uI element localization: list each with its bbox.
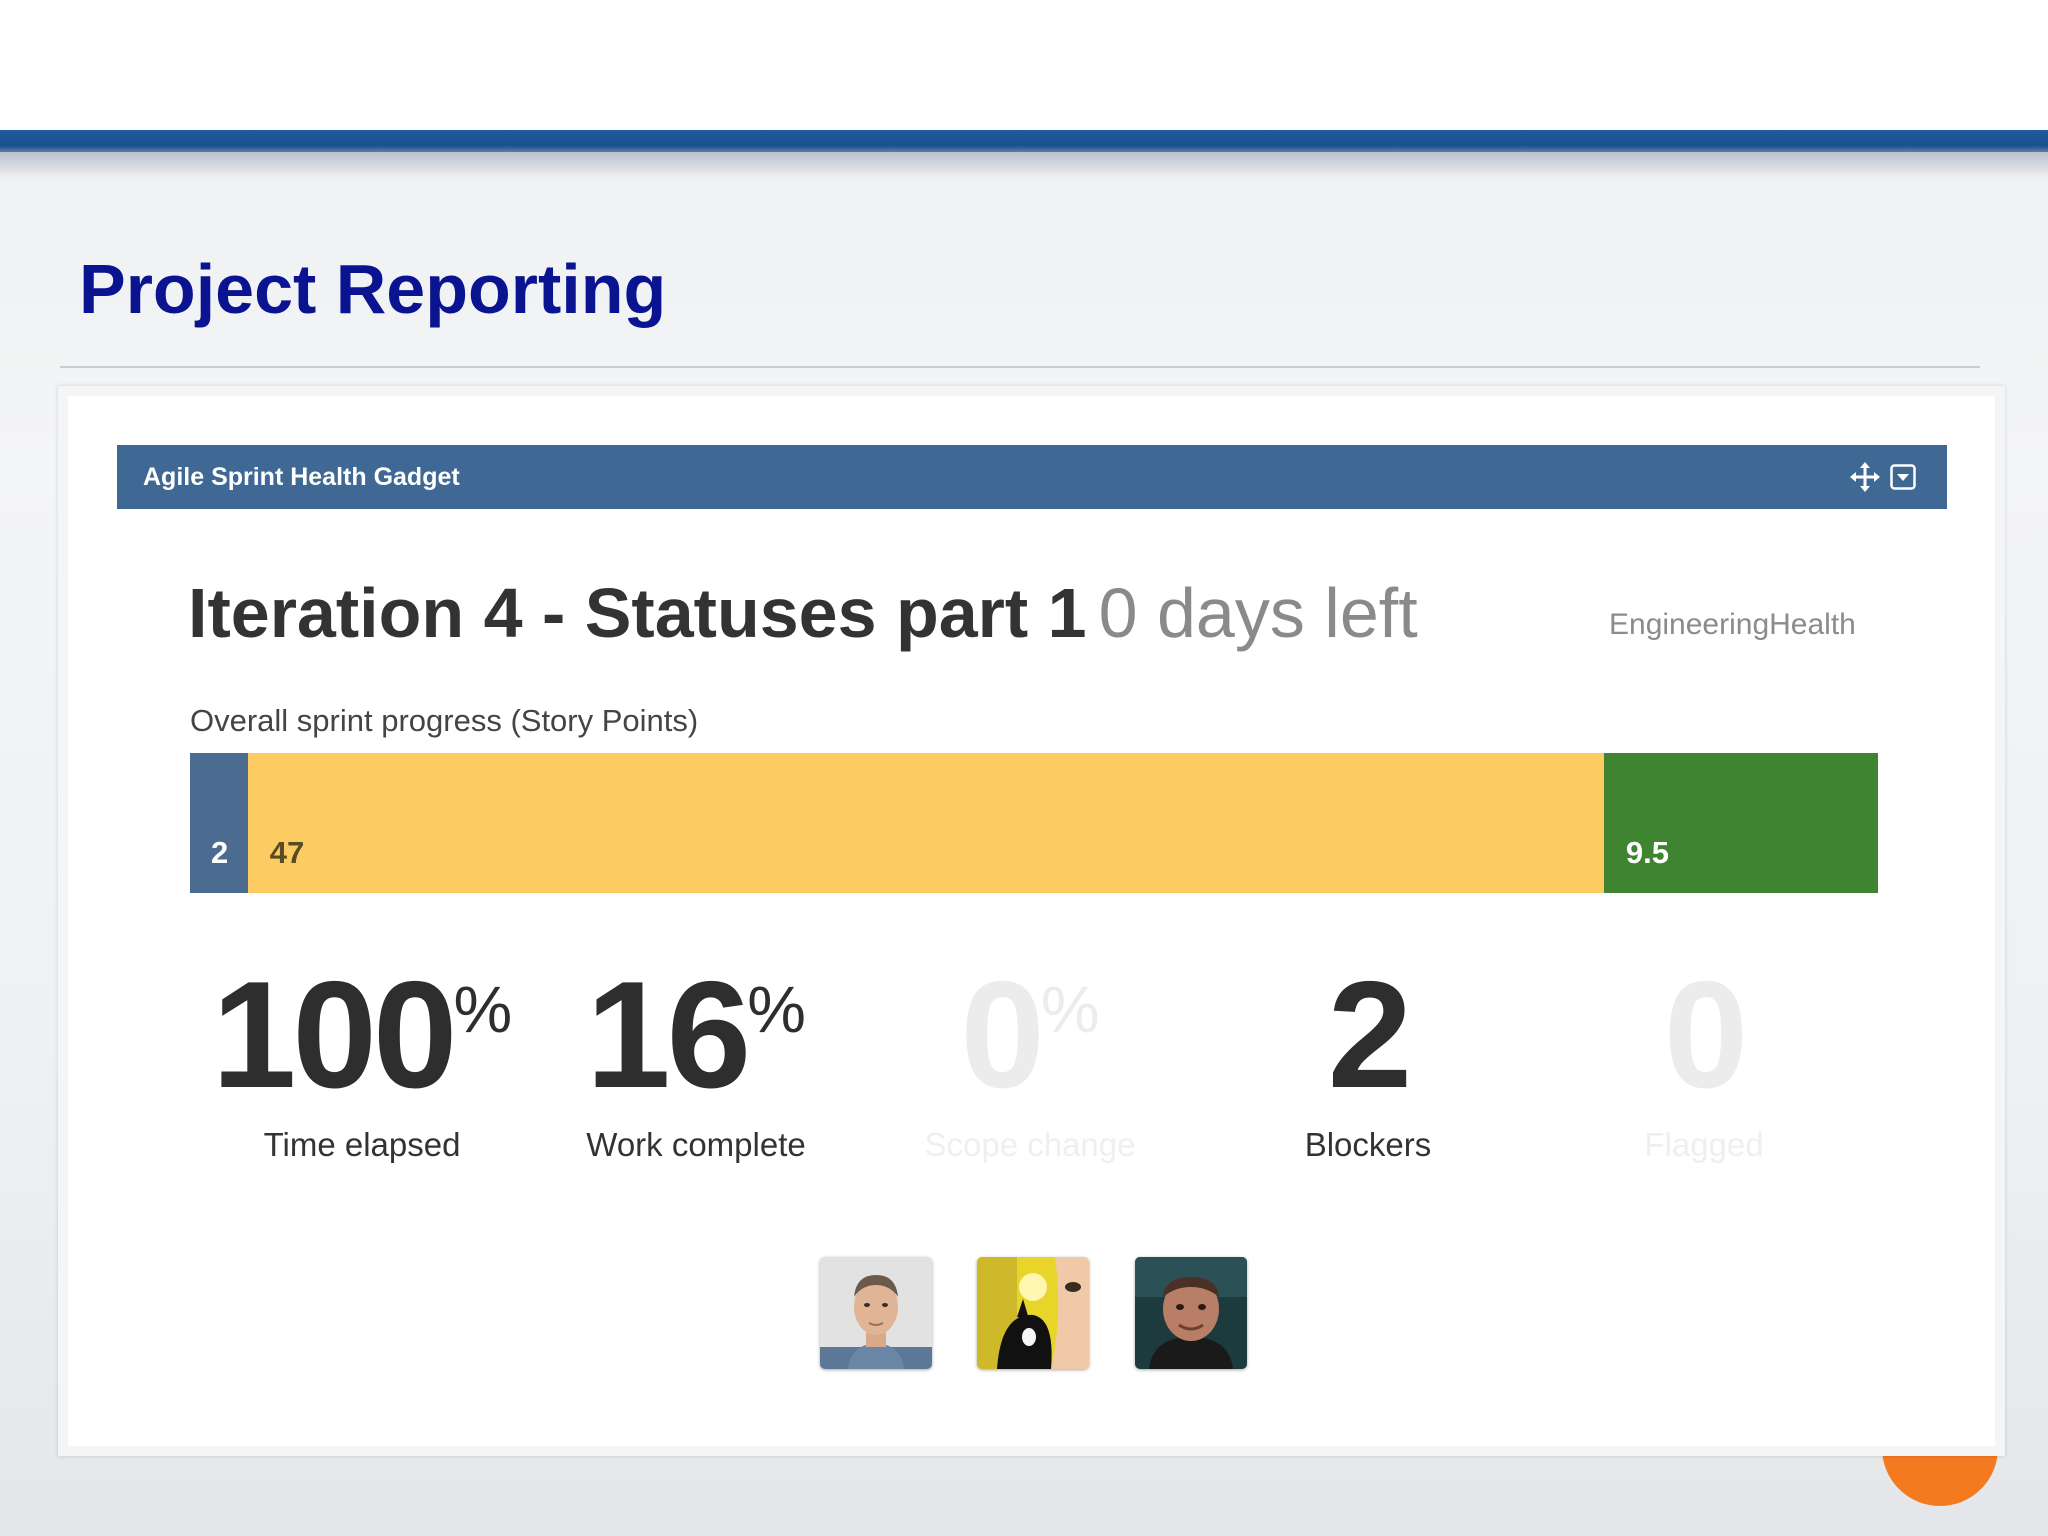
stat-label: Blockers	[1304, 1126, 1432, 1163]
progress-done-value: 9.5	[1625, 835, 1669, 870]
user-avatar-3[interactable]	[1135, 1257, 1247, 1369]
stat-value: 100%	[211, 950, 513, 1120]
stat-value: 2	[1327, 950, 1413, 1120]
user-avatar-1[interactable]	[820, 1257, 932, 1369]
stat-blockers[interactable]: 2 Blockers	[1208, 950, 1528, 1164]
stat-value: 16%	[586, 950, 806, 1120]
user-avatar-2[interactable]	[977, 1257, 1089, 1369]
progress-segment-todo[interactable]: 2	[190, 753, 248, 893]
stat-value: 0%	[960, 950, 1100, 1120]
slide-header-shadow	[0, 152, 2048, 178]
stat-label: Work complete	[586, 1126, 806, 1163]
stat-flagged: 0 Flagged	[1544, 950, 1864, 1164]
slide-header-band	[0, 130, 2048, 152]
days-left: 0 days left	[1098, 574, 1418, 652]
gadget-title: Agile Sprint Health Gadget	[143, 463, 460, 491]
gadget-header: Agile Sprint Health Gadget	[117, 445, 1947, 509]
stat-value: 0	[1663, 950, 1749, 1120]
stat-scope-change: 0% Scope change	[870, 950, 1190, 1164]
stat-time-elapsed: 100% Time elapsed	[202, 950, 522, 1164]
progress-todo-value: 2	[211, 835, 229, 870]
move-arrows-icon[interactable]	[1850, 462, 1880, 492]
sprint-name: Iteration 4 - Statuses part 1	[188, 574, 1087, 652]
title-divider	[60, 366, 1980, 368]
board-name[interactable]: EngineeringHealth	[1609, 608, 1856, 641]
progress-segment-done[interactable]: 9.5	[1603, 753, 1878, 893]
progress-segment-in-progress[interactable]: 47	[247, 753, 1604, 893]
slide-title: Project Reporting	[79, 250, 667, 328]
stat-label: Time elapsed	[263, 1126, 461, 1163]
stat-label: Flagged	[1644, 1126, 1764, 1163]
sprint-progress-bar: 2 47 9.5	[190, 753, 1878, 893]
dropdown-menu-icon[interactable]	[1890, 464, 1916, 490]
stat-label: Scope change	[924, 1126, 1136, 1163]
progress-label: Overall sprint progress (Story Points)	[190, 703, 699, 738]
progress-in-progress-value: 47	[269, 835, 305, 870]
stat-work-complete: 16% Work complete	[536, 950, 856, 1164]
slide-top-area	[0, 0, 2048, 130]
